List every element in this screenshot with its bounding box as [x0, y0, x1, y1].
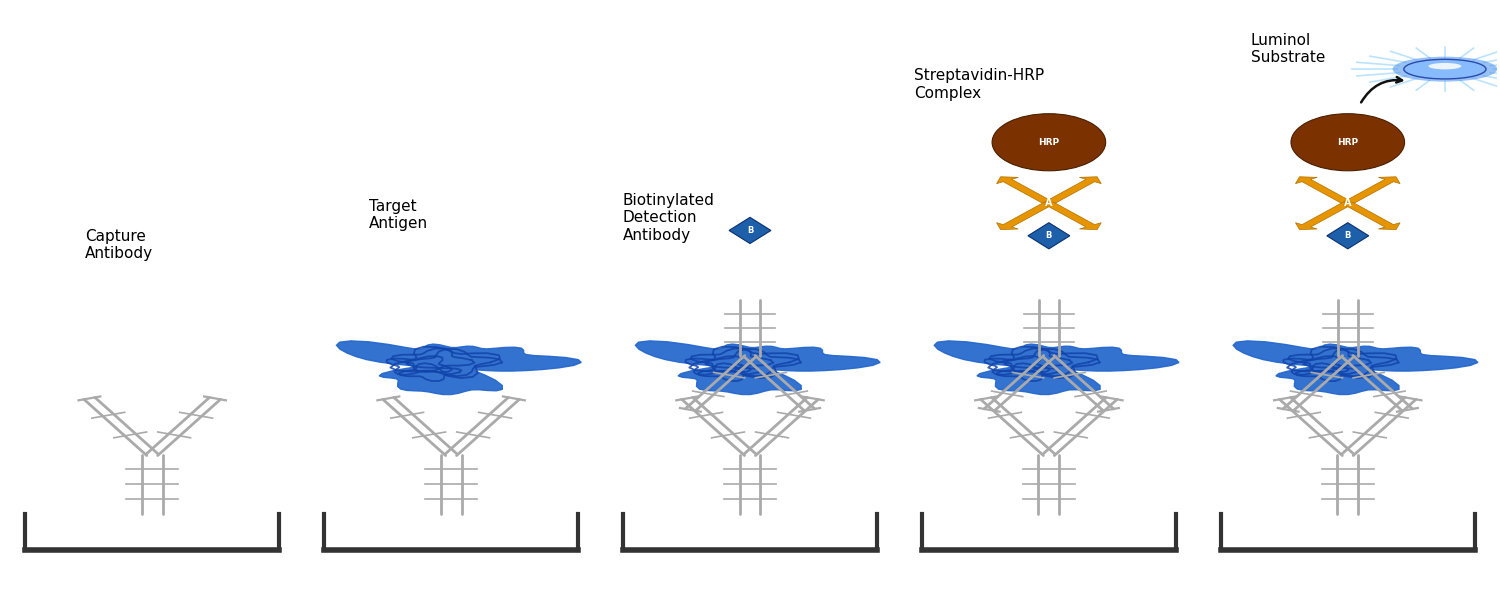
Text: HRP: HRP	[1336, 138, 1359, 147]
FancyArrow shape	[1296, 202, 1352, 230]
FancyArrow shape	[1344, 202, 1400, 230]
Polygon shape	[1233, 341, 1478, 395]
Text: A: A	[1344, 198, 1352, 208]
FancyArrow shape	[1344, 177, 1400, 205]
FancyArrow shape	[996, 202, 1053, 230]
Text: HRP: HRP	[1038, 138, 1059, 147]
Text: Target
Antigen: Target Antigen	[369, 199, 428, 232]
Polygon shape	[336, 341, 580, 395]
Text: Biotinylated
Detection
Antibody: Biotinylated Detection Antibody	[622, 193, 716, 243]
Text: Capture
Antibody: Capture Antibody	[86, 229, 153, 261]
Text: Luminol
Substrate: Luminol Substrate	[1251, 32, 1324, 65]
Text: B: B	[1046, 231, 1052, 240]
Text: Streptavidin-HRP
Complex: Streptavidin-HRP Complex	[915, 68, 1044, 101]
FancyArrow shape	[1296, 177, 1352, 205]
Text: A: A	[1046, 198, 1053, 208]
Polygon shape	[729, 217, 771, 244]
Text: B: B	[747, 226, 753, 235]
Ellipse shape	[992, 114, 1106, 171]
FancyArrow shape	[996, 177, 1053, 205]
Text: B: B	[1344, 231, 1352, 240]
Ellipse shape	[1392, 56, 1497, 82]
Polygon shape	[1328, 223, 1368, 249]
Ellipse shape	[1404, 59, 1486, 79]
Polygon shape	[1028, 223, 1069, 249]
Polygon shape	[636, 341, 880, 395]
FancyArrow shape	[1044, 177, 1101, 205]
Ellipse shape	[1292, 114, 1404, 171]
Polygon shape	[934, 341, 1179, 395]
FancyArrow shape	[1044, 202, 1101, 230]
Ellipse shape	[1428, 63, 1461, 70]
